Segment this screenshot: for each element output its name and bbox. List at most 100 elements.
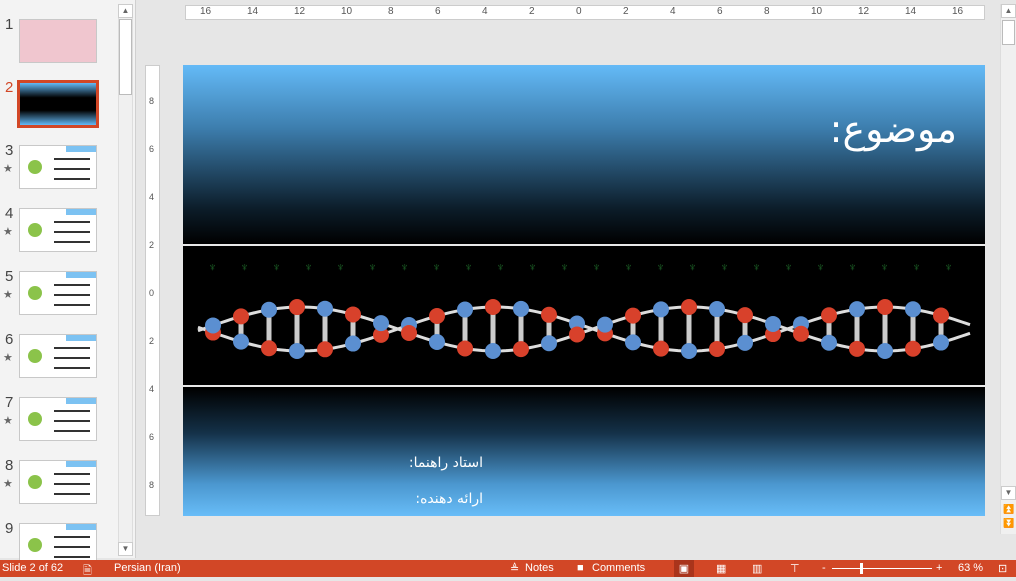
slide-canvas[interactable]: ♆ ♆ ♆ ♆ ♆ ♆ ♆ ♆ ♆ ♆ ♆ ♆ ♆ ♆ ♆ ♆ ♆ ♆ ♆ ♆ ♆ ♆ ♆ ♆ موضوع: استاد را… [183,65,985,516]
thumbnail-image [17,80,99,128]
slide-thumbnail[interactable]: 6 ★ [0,331,118,381]
slide-thumbnail[interactable]: 1 [0,16,118,66]
divider-line [183,244,985,246]
vertical-ruler: 8 6 4 2 0 2 4 6 8 [145,65,160,516]
zoom-slider[interactable] [832,568,932,569]
slideshow-icon[interactable]: ⊤ [790,563,800,575]
top-gradient-band [183,65,985,244]
ruler-tick-label: 16 [200,6,212,17]
dna-atom [429,334,445,351]
dna-atom [653,340,669,357]
slide-number: 4 [5,205,14,222]
dna-atom [569,326,585,343]
slide-thumbnail[interactable]: 3 ★ [0,142,118,192]
normal-view-icon[interactable]: ▣ [674,560,694,577]
dna-atom [233,333,249,350]
dna-atom [289,342,305,359]
decor-glyph: ♆ [912,260,921,274]
advisor-label[interactable]: استاد راهنما: [408,455,483,471]
scroll-down-button[interactable]: ▼ [118,542,133,556]
dna-atom [625,307,641,324]
dna-image: ♆ ♆ ♆ ♆ ♆ ♆ ♆ ♆ ♆ ♆ ♆ ♆ ♆ ♆ ♆ ♆ ♆ ♆ ♆ ♆ ♆ ♆ ♆ ♆ [197,260,971,359]
slide-thumbnail[interactable]: 2 [0,79,118,129]
dna-atom [373,326,389,343]
dna-atom [541,335,557,352]
dna-atom [681,342,697,359]
dna-atom [261,301,277,318]
zoom-level[interactable]: 63 % [958,562,984,574]
editor-scrollbar[interactable]: ▲ ▼ ⏫ ⏬ [1000,4,1016,534]
spellcheck-icon[interactable]: 🗎 [83,565,92,577]
decor-glyph: ♆ [880,260,889,274]
dna-atom [373,315,389,332]
thumbnail-image [19,523,97,567]
dna-atom [737,334,753,351]
slide-thumbnails-pane: 1 2 3 ★ 4 ★ 5 ★ 6 ★ 7 ★ 8 ★ 9 [0,0,136,567]
previous-slide-icon[interactable]: ⏫ [1003,504,1015,514]
decor-glyph: ♆ [592,260,601,274]
slide-thumbnail[interactable]: 8 ★ [0,457,118,507]
dna-atom [513,300,529,317]
decor-glyph: ♆ [304,260,313,274]
scroll-down-button[interactable]: ▼ [1001,486,1016,500]
animation-star-icon: ★ [3,352,13,364]
comments-icon[interactable]: ■ [577,562,584,574]
ruler-tick-label: 4 [482,6,488,17]
ruler-tick-label: 14 [905,6,917,17]
slide-number: 8 [5,457,14,474]
dna-atom [233,308,249,325]
scroll-thumb[interactable] [1002,20,1015,45]
thumbnails-scrollbar[interactable]: ▲ ▼ [118,4,133,556]
slide-thumbnail[interactable]: 5 ★ [0,268,118,318]
reading-view-icon[interactable]: ▥ [752,563,763,575]
ruler-tick-label: 0 [576,6,582,17]
comments-button[interactable]: Comments [592,562,646,574]
dna-atom [513,341,529,358]
animation-star-icon: ★ [3,478,13,490]
decor-glyph: ♆ [272,260,281,274]
zoom-slider-thumb[interactable] [860,563,863,574]
ruler-tick-label: 6 [435,6,441,17]
bottom-gradient-band [183,388,985,516]
scroll-thumb[interactable] [119,19,132,95]
divider-line [183,385,985,387]
next-slide-icon[interactable]: ⏬ [1003,518,1015,528]
ruler-tick-label: 8 [149,96,155,106]
decor-glyph: ♆ [560,260,569,274]
notes-icon[interactable]: ≜ [510,563,520,575]
ruler-tick-label: 6 [149,144,155,154]
thumbnail-image [19,19,97,63]
scroll-up-button[interactable]: ▲ [1001,4,1016,18]
zoom-in-button[interactable]: + [936,562,943,574]
dna-atom [457,340,473,357]
presenter-label[interactable]: ارائه دهنده: [415,491,483,507]
slide-sorter-icon[interactable]: ▦ [716,563,727,575]
language-indicator[interactable]: Persian (Iran) [114,562,181,574]
fit-to-window-icon[interactable]: ⊡ [998,563,1008,575]
ruler-tick-label: 12 [294,6,306,17]
decor-glyph: ♆ [464,260,473,274]
animation-star-icon: ★ [3,415,13,427]
slide-counter: Slide 2 of 62 [2,562,64,574]
dna-atom [205,317,221,334]
slide-number: 5 [5,268,14,285]
thumbnail-image [19,397,97,441]
dna-atom [317,341,333,358]
dna-atom [905,340,921,357]
decor-glyph: ♆ [656,260,665,274]
zoom-out-button[interactable]: - [822,562,826,574]
ruler-tick-label: 4 [670,6,676,17]
decor-glyph: ♆ [720,260,729,274]
dna-atom [345,306,361,323]
notes-button[interactable]: Notes [525,562,554,574]
ruler-tick-label: 8 [388,6,394,17]
slide-number: 6 [5,331,14,348]
ruler-tick-label: 4 [149,192,155,202]
slide-thumbnail[interactable]: 9 [0,520,118,570]
dna-atom [821,334,837,351]
slide-thumbnail[interactable]: 7 ★ [0,394,118,444]
scroll-up-button[interactable]: ▲ [118,4,133,18]
ruler-tick-label: 2 [149,240,155,250]
slide-title[interactable]: موضوع: [829,107,957,151]
slide-thumbnail[interactable]: 4 ★ [0,205,118,255]
